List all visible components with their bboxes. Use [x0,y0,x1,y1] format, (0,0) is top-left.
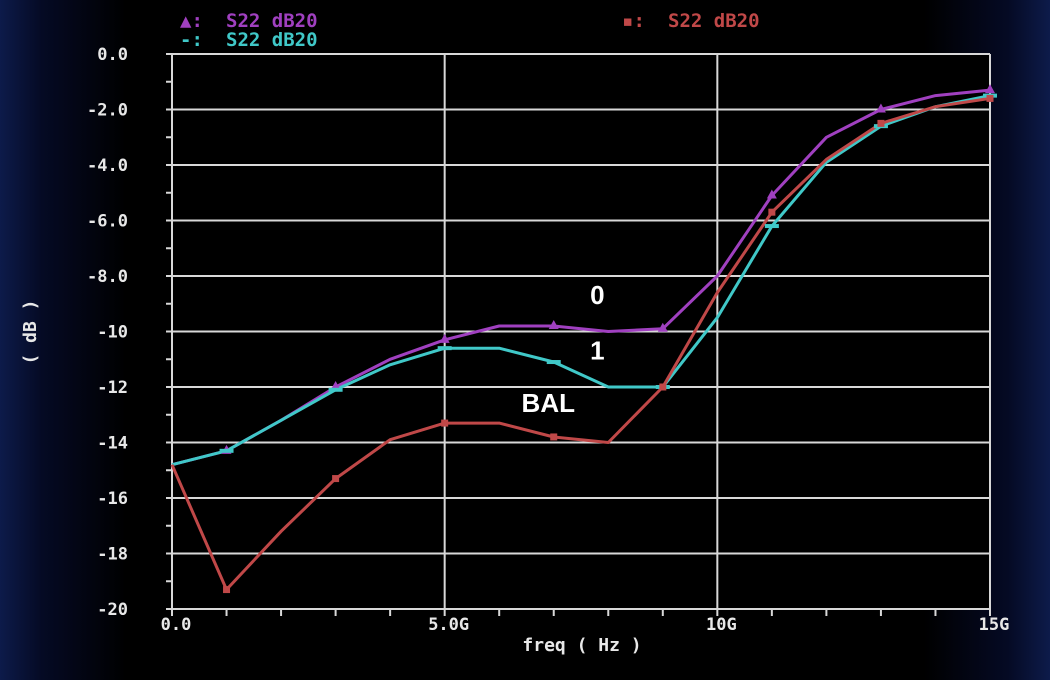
y-axis-title: ( dB ) [20,299,41,364]
triangle-marker [766,189,777,199]
square-marker [441,419,449,427]
y-tick-label: -18 [97,545,128,565]
triangle-marker [985,84,995,94]
legend-label: S22 dB20 [668,10,760,32]
triangle-marker [439,333,450,343]
y-tick-label: -8.0 [87,267,128,287]
legend-label: S22 dB20 [226,10,318,32]
x-tick-label: 0.0 [161,615,192,635]
dash-marker [437,346,452,351]
triangle-marker [875,103,886,113]
dash-marker [328,387,343,392]
y-tick-label: -12 [97,378,128,398]
square-marker [659,383,667,391]
series-line-2 [170,96,991,592]
x-tick-label: 5.0G [428,615,469,635]
x-axis-title: freq ( Hz ) [522,635,641,656]
dash-marker [764,224,779,229]
x-tick-label: 15G [979,615,1010,635]
y-tick-label: -10 [97,323,128,343]
legend-symbol: ▪: [622,10,645,32]
legend-symbol: ▲: [180,10,203,32]
square-marker [223,586,231,594]
triangle-marker [330,381,341,390]
series-line-1 [171,94,991,467]
triangle-marker [548,319,559,329]
y-tick-label: -16 [97,489,128,509]
curve-annotation: 0 [590,280,604,310]
y-tick-label: -14 [97,434,128,454]
triangle-marker [657,322,668,332]
square-marker [877,119,885,127]
legend-symbol: -: [180,29,203,51]
legend-label: S22 dB20 [226,29,318,51]
square-marker [332,475,340,483]
curve-annotation: 1 [590,335,604,365]
x-tick-label: 10G [706,615,737,635]
curve-annotation: BAL [522,388,576,418]
y-tick-label: -6.0 [87,212,128,232]
y-tick-label: 0.0 [97,45,128,65]
y-tick-label: -20 [97,600,128,620]
square-marker [550,433,558,441]
dash-marker [219,448,234,453]
y-tick-label: -2.0 [87,101,128,121]
square-marker [768,208,776,216]
square-marker [986,94,994,102]
y-tick-label: -4.0 [87,156,128,176]
dash-marker [546,360,561,365]
